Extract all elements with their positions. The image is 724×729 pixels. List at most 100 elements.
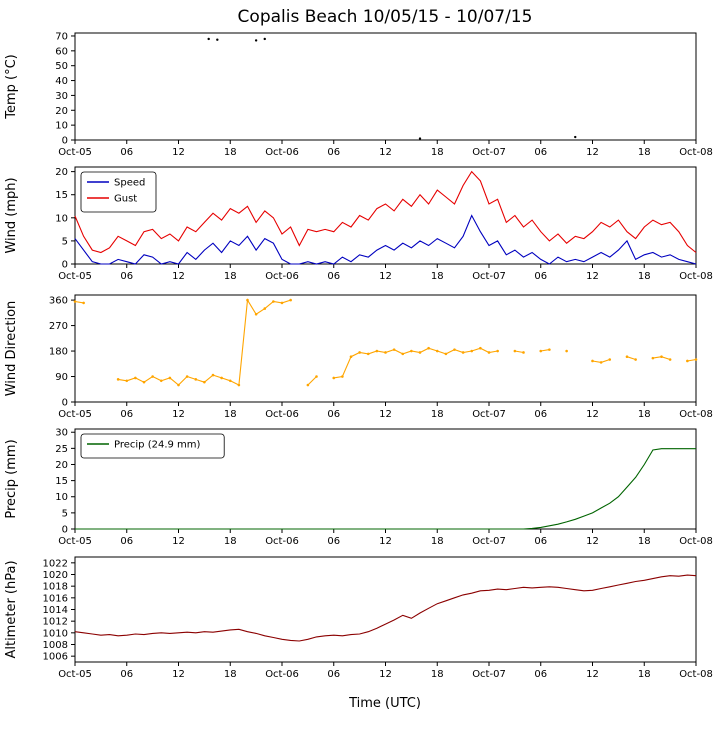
x-tick-label: 18 (224, 669, 237, 680)
y-tick-label: 20 (55, 167, 68, 178)
panel-temp: 0 10 20 30 40 50 60 70 Oct-05 06 12 18 Oct-06 06 12 18 O… (4, 31, 713, 158)
x-tick-label: Oct-05 (58, 271, 92, 282)
series-marker (254, 312, 258, 316)
series-marker (142, 380, 146, 384)
x-tick-label: 18 (431, 669, 444, 680)
series-marker (487, 351, 491, 354)
panel-frame (74, 294, 697, 403)
series-marker (461, 351, 465, 354)
y-axis-label: Wind Direction (4, 301, 19, 397)
series-marker (177, 383, 180, 387)
x-tick-label: Oct-05 (58, 147, 92, 158)
x-tick-label: 06 (327, 271, 340, 282)
series-marker (73, 300, 77, 303)
y-axis-label: Wind (mph) (4, 177, 19, 253)
series-marker (246, 298, 249, 302)
panel-frame (74, 556, 697, 663)
x-tick-label: 18 (431, 536, 444, 547)
x-tick-label: Oct-07 (472, 409, 506, 420)
series-marker (522, 351, 525, 354)
x-tick-label: 18 (224, 409, 237, 420)
legend-label: Speed (114, 178, 145, 189)
legend-box (80, 433, 225, 459)
x-tick-label: Oct-05 (58, 669, 92, 680)
series-marker (686, 359, 689, 363)
series-marker (125, 379, 129, 383)
series-marker (220, 376, 223, 380)
y-tick-label: 1018 (43, 582, 68, 593)
series-marker (427, 346, 430, 350)
legend: Precip (24.9 mm) (80, 433, 225, 459)
x-tick-label: Oct-08 (679, 147, 713, 158)
series-point-temp (254, 39, 258, 42)
series-marker (392, 348, 396, 351)
series-marker (591, 359, 594, 363)
series-line-speed (74, 214, 697, 265)
y-tick-label: 40 (55, 76, 68, 87)
x-tick-label: 18 (224, 271, 237, 282)
series-marker (634, 358, 637, 361)
series-marker (159, 379, 163, 383)
series-marker (349, 355, 353, 359)
x-tick-label: 12 (379, 669, 392, 680)
y-tick-label: 5 (62, 508, 68, 519)
y-tick-label: 20 (55, 106, 68, 117)
y-tick-label: 1022 (43, 558, 68, 569)
x-tick-label: Oct-07 (472, 669, 506, 680)
x-tick-label: Oct-08 (679, 271, 713, 282)
series-marker (453, 348, 456, 351)
x-tick-label: 12 (172, 669, 185, 680)
x-tick-label: 18 (638, 669, 651, 680)
y-axis-label: Precip (mm) (4, 439, 19, 518)
series-line-direction (74, 298, 697, 386)
x-tick-label: Oct-06 (265, 409, 299, 420)
x-tick-label: 18 (638, 271, 651, 282)
series-marker (116, 378, 120, 381)
y-tick-label: 1020 (43, 570, 68, 581)
x-tick-label: 18 (638, 536, 651, 547)
legend-label: Gust (114, 194, 137, 205)
x-tick-label: Oct-06 (265, 669, 299, 680)
series-marker (384, 351, 387, 354)
x-tick-label: 06 (534, 536, 547, 547)
x-tick-label: 12 (172, 409, 185, 420)
x-tick-label: 12 (586, 669, 599, 680)
y-tick-label: 15 (55, 190, 68, 201)
series-marker (651, 356, 655, 360)
y-tick-label: 90 (55, 372, 68, 383)
x-tick-label: Oct-06 (265, 536, 299, 547)
x-tick-label: 18 (431, 147, 444, 158)
y-tick-label: 10 (55, 121, 68, 132)
x-tick-label: 06 (120, 147, 133, 158)
x-tick-label: 12 (172, 536, 185, 547)
x-tick-label: Oct-06 (265, 147, 299, 158)
y-tick-label: 1010 (43, 628, 68, 639)
series-marker (263, 307, 267, 310)
series-marker (694, 358, 698, 361)
y-tick-label: 1008 (43, 640, 68, 651)
y-axis-label: Altimeter (hPa) (4, 560, 19, 658)
x-tick-label: 06 (327, 147, 340, 158)
y-tick-label: 1016 (43, 593, 68, 604)
x-tick-label: 12 (172, 147, 185, 158)
series-marker (470, 349, 474, 353)
y-tick-label: 25 (55, 444, 68, 455)
series-point-temp (207, 37, 210, 41)
y-tick-label: 50 (55, 61, 68, 72)
series-marker (565, 349, 568, 353)
y-tick-label: 10 (55, 213, 68, 224)
y-tick-label: 30 (55, 91, 68, 102)
chart-title: Copalis Beach 10/05/15 - 10/07/15 (238, 7, 533, 27)
series-marker (599, 361, 603, 364)
series-marker (203, 380, 206, 384)
series-marker (341, 375, 344, 378)
y-tick-label: 20 (55, 460, 68, 471)
series-marker (418, 351, 422, 354)
x-tick-label: 06 (534, 669, 547, 680)
panel-frame (74, 166, 697, 265)
series-marker (401, 352, 405, 356)
x-tick-label: Oct-07 (472, 271, 506, 282)
